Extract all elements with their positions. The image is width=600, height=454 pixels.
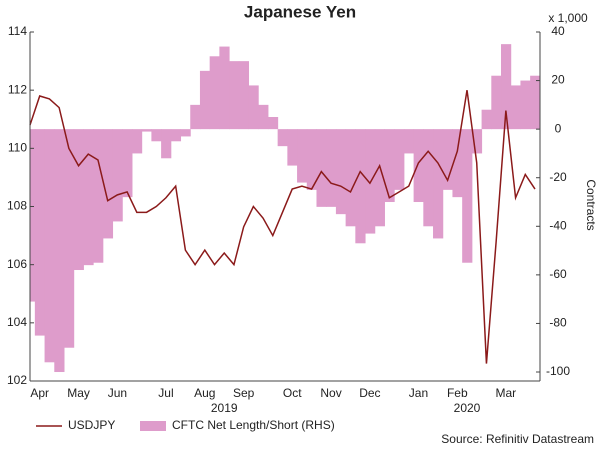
area-bar bbox=[190, 104, 201, 130]
area-bar bbox=[219, 46, 230, 130]
y-tick-label: 104 bbox=[7, 315, 27, 329]
y2-tick-label: -80 bbox=[549, 316, 567, 330]
area-bar bbox=[452, 129, 463, 198]
area-bar bbox=[248, 85, 259, 130]
area-bar bbox=[481, 109, 492, 130]
area-bar bbox=[238, 61, 250, 130]
x-tick-label: Feb bbox=[447, 386, 468, 400]
y-tick-label: 102 bbox=[7, 373, 27, 387]
area-bar bbox=[180, 129, 191, 137]
area-bar bbox=[462, 129, 473, 263]
area-bar bbox=[199, 70, 211, 130]
x-tick-label: Sep bbox=[233, 386, 255, 400]
area-bar bbox=[394, 129, 405, 190]
line bbox=[29, 90, 536, 364]
x-tick-label: Aug bbox=[194, 386, 215, 400]
y2-tick-label: -40 bbox=[549, 218, 567, 232]
area-bar bbox=[413, 129, 424, 203]
area-bar bbox=[267, 117, 279, 130]
x-tick-label: Jan bbox=[409, 386, 428, 400]
y2-tick-label: -20 bbox=[549, 170, 567, 184]
area-bar bbox=[258, 104, 269, 130]
area-bar bbox=[34, 129, 46, 336]
area-bar bbox=[170, 129, 182, 142]
area-bar bbox=[491, 75, 502, 130]
area-bar bbox=[54, 129, 65, 373]
area-bar bbox=[131, 129, 143, 154]
y-tick-label: 112 bbox=[8, 82, 27, 96]
area-bar bbox=[151, 129, 162, 142]
y-tick-label: 114 bbox=[8, 24, 27, 38]
area-bar bbox=[297, 129, 308, 183]
x-tick-label: Jul bbox=[158, 386, 173, 400]
area-bar bbox=[433, 129, 444, 239]
area-bar bbox=[229, 61, 240, 130]
area-bar bbox=[141, 129, 152, 132]
year-label: 2019 bbox=[211, 401, 238, 415]
area-bar bbox=[471, 129, 483, 154]
y2-tick-label: -100 bbox=[546, 364, 570, 378]
area-bar bbox=[93, 129, 104, 263]
y2-tick-label: 0 bbox=[555, 121, 562, 135]
area-bar bbox=[520, 80, 531, 130]
area-bar bbox=[326, 129, 337, 207]
y-tick-label: 108 bbox=[7, 199, 27, 213]
y2-axis-title: Contracts bbox=[584, 179, 598, 230]
area-bar bbox=[83, 129, 94, 266]
area-bar bbox=[501, 44, 512, 130]
area-bar bbox=[510, 85, 521, 130]
y2-tick-label: 40 bbox=[551, 24, 565, 38]
area-bar bbox=[44, 129, 55, 363]
area-bar bbox=[63, 129, 75, 348]
y2-unit: x 1,000 bbox=[548, 11, 588, 25]
area-bar bbox=[30, 129, 36, 302]
x-tick-label: Jun bbox=[108, 386, 127, 400]
x-tick-label: Dec bbox=[359, 386, 380, 400]
area-bar bbox=[423, 129, 434, 227]
area-bar bbox=[209, 56, 220, 130]
area-bar bbox=[403, 129, 415, 154]
area-bar bbox=[277, 129, 288, 147]
area-bar bbox=[355, 129, 366, 244]
legend-swatch bbox=[140, 421, 166, 431]
y2-tick-label: -60 bbox=[549, 267, 567, 281]
source: Source: Refinitiv Datastream bbox=[441, 432, 594, 446]
area-bar bbox=[306, 129, 317, 190]
area-bar bbox=[73, 129, 84, 271]
area-bar bbox=[345, 129, 356, 227]
area-bar bbox=[102, 129, 114, 239]
x-tick-label: May bbox=[67, 386, 90, 400]
x-tick-label: Mar bbox=[496, 386, 517, 400]
year-label: 2020 bbox=[454, 401, 481, 415]
x-tick-label: Oct bbox=[283, 386, 302, 400]
area-bar bbox=[442, 129, 453, 190]
y-tick-label: 110 bbox=[8, 141, 27, 155]
y2-tick-label: 20 bbox=[551, 73, 565, 87]
x-tick-label: Nov bbox=[320, 386, 341, 400]
x-tick-label: Apr bbox=[30, 386, 49, 400]
area-bar bbox=[530, 75, 541, 130]
legend-label: USDJPY bbox=[68, 418, 115, 432]
area-bar bbox=[335, 129, 347, 215]
legend-label: CFTC Net Length/Short (RHS) bbox=[172, 418, 335, 432]
y-tick-label: 106 bbox=[7, 257, 27, 271]
area-bar bbox=[161, 129, 172, 159]
area-bar bbox=[374, 129, 385, 227]
area-bar bbox=[112, 129, 123, 222]
area-bar bbox=[122, 129, 133, 198]
area-bar bbox=[287, 129, 298, 166]
chart-title: Japanese Yen bbox=[244, 2, 356, 21]
area-bar bbox=[384, 129, 395, 203]
area-bar bbox=[316, 129, 327, 207]
